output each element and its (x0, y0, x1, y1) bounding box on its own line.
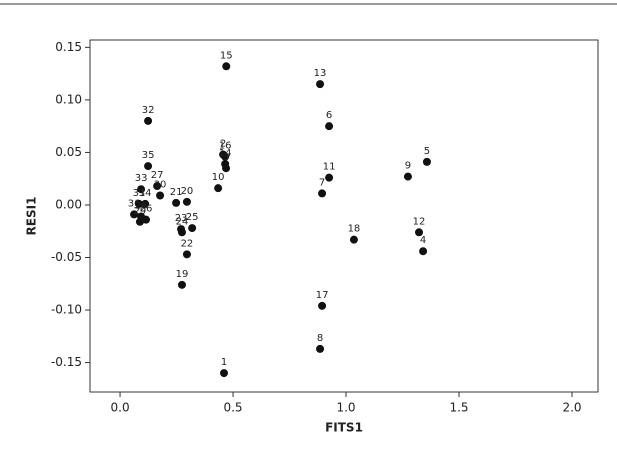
point (422, 157, 431, 166)
point-label: 24 (176, 216, 189, 227)
point-label: 1 (221, 357, 227, 368)
point-label: 17 (316, 290, 329, 301)
x-axis-label: FITS1 (325, 421, 363, 435)
point-label: 20 (181, 186, 194, 197)
y-tick-label: 0.10 (55, 92, 82, 106)
y-tick-label: 0.15 (55, 40, 82, 54)
point-label: 30 (154, 180, 167, 191)
point (141, 199, 150, 208)
point-label: 27 (151, 170, 164, 181)
point-label: 26 (140, 204, 153, 215)
point (316, 80, 325, 89)
y-tick-label: 0.05 (55, 145, 82, 159)
point (222, 164, 231, 173)
x-tick-label: 2.0 (562, 401, 581, 415)
point-label: 32 (142, 105, 155, 116)
point-label: 25 (186, 212, 199, 223)
point-label: 36 (128, 198, 141, 209)
point-label: 13 (314, 68, 327, 79)
point (137, 185, 146, 194)
point (349, 235, 358, 244)
x-tick-label: 1.0 (336, 401, 355, 415)
point (177, 280, 186, 289)
point-label: 3 (223, 152, 229, 163)
point (221, 152, 230, 161)
point (142, 215, 151, 224)
point (419, 247, 428, 256)
x-tick-label: 1.5 (449, 401, 468, 415)
point-label: 4 (420, 235, 426, 246)
point (130, 210, 139, 219)
point (222, 62, 231, 71)
point-label: 18 (348, 224, 361, 235)
point (214, 184, 223, 193)
point (144, 162, 153, 171)
point-label: 8 (317, 333, 323, 344)
point-label: 33 (135, 173, 148, 184)
point-label: 23 (175, 213, 188, 224)
point (325, 173, 334, 182)
y-tick-label: -0.10 (51, 303, 82, 317)
point (318, 301, 327, 310)
point-label: 19 (176, 269, 189, 280)
point-label: 22 (181, 238, 194, 249)
point-label: 15 (220, 50, 233, 61)
point-label: 28 (135, 201, 148, 212)
point-label: 10 (212, 172, 225, 183)
point (156, 191, 165, 200)
point (182, 197, 191, 206)
point-label: 11 (323, 162, 336, 173)
y-tick-label: -0.05 (51, 250, 82, 264)
point-label: 12 (413, 216, 426, 227)
point (316, 344, 325, 353)
point (144, 116, 153, 125)
point (188, 224, 197, 233)
point (403, 172, 412, 181)
plot-area (89, 39, 599, 393)
point-label: 34 (139, 188, 152, 199)
point-label: 16 (219, 141, 232, 152)
point (318, 189, 327, 198)
point (325, 122, 334, 131)
y-axis-label: RESI1 (25, 197, 39, 236)
point (135, 217, 144, 226)
x-tick-label: 0.0 (111, 401, 130, 415)
point (220, 369, 229, 378)
point-label: 31 (133, 188, 146, 199)
point-label: 35 (142, 150, 155, 161)
point (172, 198, 181, 207)
point (177, 228, 186, 237)
point-label: 14 (219, 148, 232, 159)
y-tick-label: -0.15 (51, 355, 82, 369)
point-label: 21 (170, 187, 183, 198)
point (182, 250, 191, 259)
point-label: 5 (424, 146, 430, 157)
point-label: 7 (319, 177, 325, 188)
point (415, 228, 424, 237)
point-label: 6 (326, 110, 332, 121)
x-tick-label: 0.5 (223, 401, 242, 415)
point (135, 199, 144, 208)
point-label: 9 (405, 161, 411, 172)
point-label: 29 (134, 206, 147, 217)
point-label: 2 (220, 139, 226, 150)
point (153, 182, 162, 191)
y-tick-label: 0.00 (55, 197, 82, 211)
